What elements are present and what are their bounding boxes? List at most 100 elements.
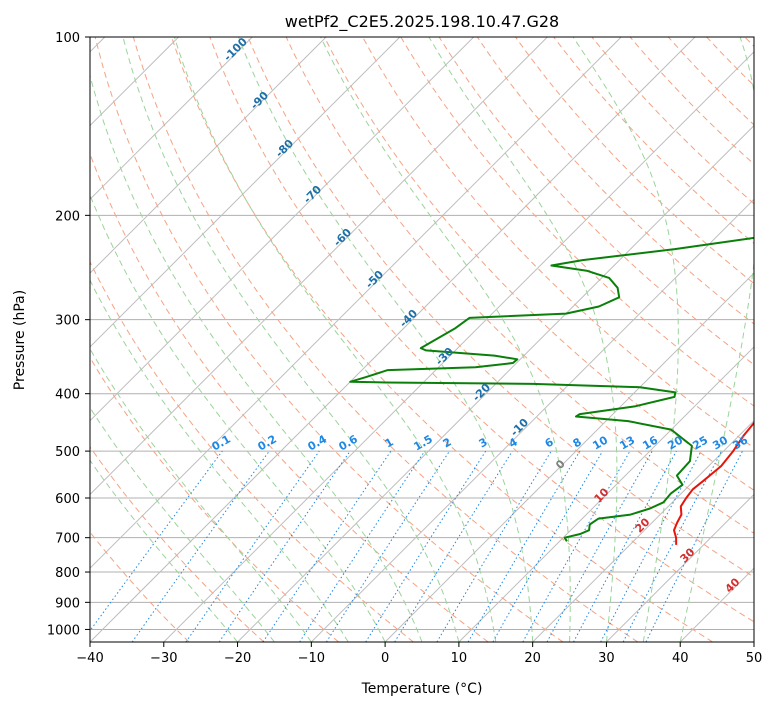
dry-adiabat-line [90,446,265,642]
temperature-profile-line [673,421,754,545]
x-tick-label: 10 [451,651,468,666]
y-tick-label: 600 [55,492,80,507]
plot-frame [89,36,755,643]
moist-adiabat-line [90,193,386,642]
mixing-ratio-line [573,450,677,642]
dry-adiabat-line [629,37,754,165]
isotherm-label: -30 [433,345,456,368]
x-tick-label: −30 [150,651,177,666]
dry-adiabat-line [90,531,190,642]
y-tick-label: 1000 [47,623,80,638]
moist-adiabat-line [90,459,238,642]
mixing-ratio-line [90,450,223,632]
mixing-ratio-line [365,450,487,642]
chart-title: wetPf2_C2E5.2025.198.10.47.G28 [285,12,559,32]
moist-adiabat-line [90,73,423,642]
mixing-ratio-label: 6 [543,435,556,450]
y-tick-label: 200 [55,209,80,224]
inline-labels: -100-90-80-70-60-50-40-30-20-100.1 0.2 0.4… [210,35,751,596]
isotherm-line [163,51,754,642]
dry-adiabat-line [90,356,339,642]
dry-adiabat-line [362,37,754,449]
dry-adiabat-line [171,37,713,642]
x-tick-label: −20 [224,651,251,666]
isotherm-line [679,567,754,642]
x-tick-label: −10 [298,651,325,666]
mixing-ratio-label: 25 [690,434,710,453]
mixing-ratio-label: 0.6 [337,432,361,453]
moist-adiabat-line [173,37,497,642]
moist-adiabat-line [428,37,618,642]
x-tick-label: 50 [746,651,763,666]
profile-lines [349,236,754,545]
dry-adiabat-line [94,37,564,642]
y-tick-label: 500 [55,445,80,460]
mixing-ratio-label: 20 [665,433,685,452]
isotherm-line [384,272,754,642]
mixing-ratio-label: 10 [590,433,610,452]
dry-adiabat-line [400,37,754,407]
mixing-ratio-line [492,450,604,642]
isotherm-line [532,419,754,642]
mixing-ratio-lines [90,450,743,642]
isotherm-label: -100 [221,35,250,64]
mixing-ratio-label: 0.2 [256,432,279,453]
moist-adiabat-line [90,347,312,642]
mixing-ratio-label: 1.5 [412,432,435,453]
isotherm-label: -60 [331,226,354,249]
isotherm-line [90,37,253,201]
moist-adiabat-line [679,37,754,642]
isotherm-label: -50 [363,268,386,291]
mixing-ratio-line [436,450,552,642]
y-tick-label: 900 [55,596,80,611]
dry-adiabat-line [323,37,754,491]
y-tick-label: 100 [55,31,80,46]
isotherm-line [90,37,622,569]
moist-adiabats [90,37,754,642]
mixing-ratio-label: 30 [710,433,730,452]
isotherm-label: -70 [301,183,324,206]
mixing-ratio-line [131,450,270,642]
mixing-ratio-line [546,450,653,642]
x-axis-label: Temperature (°C) [361,681,483,697]
dry-adiabat-label: 30 [678,545,698,565]
dewpoint-profile-line [349,236,754,542]
x-tick-label: 30 [598,651,615,666]
moist-adiabat-line [238,37,534,642]
isotherm-line [310,198,754,642]
moist-adiabat-line [320,37,571,642]
dry-adiabat-line [553,37,754,245]
moist-adiabat-line [122,37,460,642]
mixing-ratio-line [467,450,581,642]
isotherm-label: -40 [397,307,420,330]
isotherm-line [90,37,327,274]
mixing-ratio-label: 1 [383,435,396,450]
isotherm-line [90,37,696,642]
moist-adiabat-line [90,279,349,642]
mixing-ratio-line [218,450,351,642]
isotherm-line [90,37,401,348]
mixing-ratio-line [394,450,513,642]
y-tick-label: 700 [55,532,80,547]
isotherm-label: -80 [273,137,296,160]
isotherm-line [90,37,475,422]
moist-adiabat-label: 0 [553,457,568,472]
mixing-ratio-label: 0.4 [306,432,330,453]
y-axis: 100 200 300 400 500 600 700 800 900 1000 [47,31,90,638]
mixing-ratio-line [522,450,631,642]
isotherm-label: -90 [248,89,271,112]
y-axis-label: Pressure (hPa) [12,290,28,390]
dry-adiabat-line [90,152,489,642]
isotherm-line [753,641,754,642]
dry-adiabat-line [744,37,754,48]
mixing-ratio-line [262,450,392,642]
moist-adiabat-line [572,37,679,642]
x-axis: −40 −30 −20 −10 0 10 20 30 40 50 [76,642,762,666]
isotherm-line [606,493,754,642]
dry-adiabat-label: 40 [723,575,743,595]
dry-adiabat-label: 20 [633,515,653,535]
dry-adiabat-line [706,37,754,87]
dry-adiabat-line [209,37,754,623]
x-tick-label: 40 [672,651,689,666]
